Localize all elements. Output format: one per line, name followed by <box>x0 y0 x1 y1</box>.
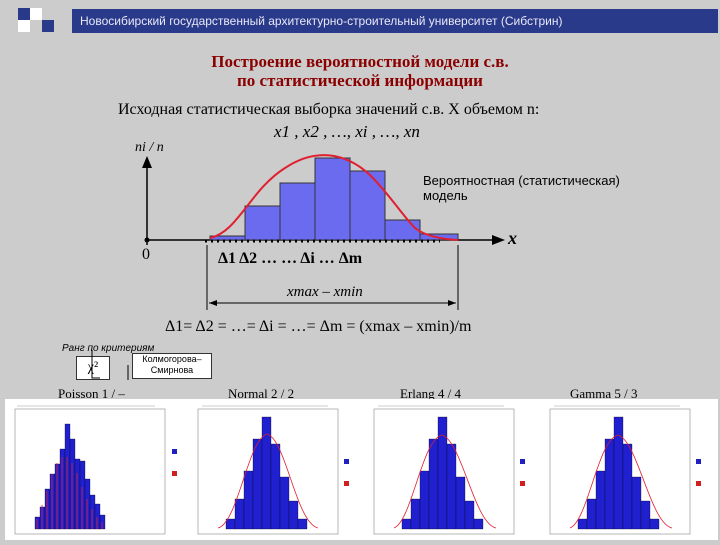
header-square-dark <box>42 20 54 32</box>
probability-curve <box>209 154 459 241</box>
x-axis-label: x <box>508 228 517 248</box>
histogram-diagram <box>142 154 505 310</box>
kolmogorov-box: Колмогорова– Смирнова <box>132 353 212 379</box>
panel-erlang <box>364 399 540 540</box>
normal-thumbnail <box>197 405 349 535</box>
title-line-1: Построение вероятностной модели с.в. <box>211 52 509 71</box>
range-label: xmax – xmin <box>287 284 363 300</box>
interval-labels: Δ1 Δ2 … … Δi … Δm <box>218 250 363 267</box>
range-arrow-left <box>209 300 217 306</box>
criteria-connectors <box>91 350 129 380</box>
erlang-thumbnail <box>373 405 525 535</box>
model-label-line-2: модель <box>423 188 468 203</box>
x-axis-arrow <box>492 235 505 245</box>
header-square-dark <box>18 8 30 20</box>
dist-label-gamma: Gamma 5 / 3 <box>570 386 638 401</box>
header-square-white <box>18 20 30 32</box>
title-line-2: по статистической информации <box>237 71 483 90</box>
gamma-thumbnail <box>549 405 701 535</box>
hist-bar <box>314 157 351 241</box>
hist-bar <box>349 170 386 241</box>
kolmogorov-line-1: Колмогорова– <box>142 354 202 364</box>
origin-label: 0 <box>142 246 150 263</box>
panel-poisson <box>5 399 188 540</box>
y-axis-label: ni / n <box>135 140 164 155</box>
sample-sequence: x1 , x2 , …, xi , …, xn <box>274 122 420 141</box>
interval-formula: Δ1= Δ2 = …= Δi = …= Δm = (xmax – xmin)/m <box>165 318 472 335</box>
slide-title: Построение вероятностной модели с.в. по … <box>0 52 720 90</box>
model-label-line-1: Вероятностная (статистическая) <box>423 173 620 188</box>
hist-bar <box>279 182 316 241</box>
slide-header: Новосибирский государственный архитектур… <box>72 9 718 33</box>
dist-label-erlang: Erlang 4 / 4 <box>400 386 462 401</box>
poisson-thumbnail <box>14 405 177 535</box>
header-square-white <box>30 8 42 20</box>
range-arrow-right <box>448 300 456 306</box>
rank-label: Ранг по критериям <box>62 343 155 354</box>
y-axis-arrow <box>142 156 152 168</box>
dist-label-normal: Normal 2 / 2 <box>228 386 295 401</box>
origin-dot <box>144 237 150 243</box>
chi-square-box: χ² <box>76 356 110 380</box>
intro-text: Исходная статистическая выборка значений… <box>118 101 540 118</box>
panel-gamma <box>540 399 718 540</box>
dist-label-poisson: Poisson 1 / – <box>58 386 125 401</box>
model-label: Вероятностная (статистическая) модель <box>423 173 620 203</box>
panel-normal <box>188 399 364 540</box>
kolmogorov-line-2: Смирнова <box>150 365 194 375</box>
